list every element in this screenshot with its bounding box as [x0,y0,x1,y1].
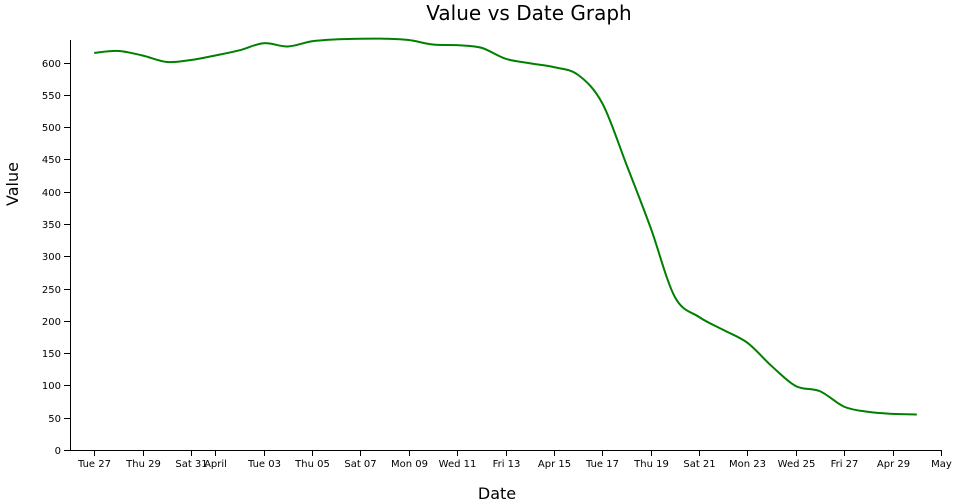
y-tick-label: 50 [48,414,61,425]
y-tick-label: 100 [42,381,61,392]
data-point [456,44,458,46]
data-point [867,411,869,413]
data-point [238,49,240,51]
x-axis-label: Date [478,484,516,500]
x-tick-label: Apr 29 [877,459,910,470]
data-point [166,61,168,63]
data-point [916,413,918,415]
data-point [674,296,676,298]
y-tick-label: 500 [42,123,61,134]
x-tick-label: Wed 11 [439,459,477,470]
data-point [190,59,192,61]
x-tick-label: Thu 05 [294,459,330,470]
data-point [287,45,289,47]
y-tick-label: 350 [42,220,61,231]
y-tick-label: 600 [42,59,61,70]
data-point [408,39,410,41]
x-tick-label: Thu 29 [125,459,161,470]
data-point [553,66,555,68]
x-tick-label: May [931,459,952,470]
y-tick-label: 300 [42,252,61,263]
y-axis: 0 50 100 150 200 250 300 350 400 450 500 550 600 [42,40,71,457]
data-point [577,74,579,76]
x-tick-label: Fri 13 [493,459,521,470]
data-point [891,413,893,415]
y-tick-label: 0 [55,446,61,457]
data-point [625,163,627,165]
data-point [311,40,313,42]
y-tick-label: 150 [42,349,61,360]
x-tick-label: Tue 03 [247,459,281,470]
x-tick-label: Tue 17 [585,459,619,470]
y-tick-label: 550 [42,91,61,102]
data-point [432,43,434,45]
x-tick-label: Sat 31 [175,459,207,470]
data-point [722,329,724,331]
data-point [601,102,603,104]
data-point [93,52,95,54]
x-tick-label: April [204,459,227,470]
chart-title: Value vs Date Graph [426,1,631,25]
data-point [335,38,337,40]
x-tick-label: Thu 19 [633,459,669,470]
x-tick-label: Apr 15 [538,459,571,470]
data-point [141,54,143,56]
x-tick-label: Fri 27 [831,459,859,470]
data-point [698,316,700,318]
y-tick-label: 450 [42,155,61,166]
data-point [819,390,821,392]
y-tick-label: 400 [42,188,61,199]
data-points [93,38,918,416]
data-point [746,342,748,344]
data-point [359,38,361,40]
data-point [770,365,772,367]
data-point [262,42,264,44]
data-point [504,58,506,60]
data-point [795,385,797,387]
data-point [528,62,530,64]
data-point [383,38,385,40]
data-point [649,227,651,229]
x-tick-label: Sat 07 [344,459,376,470]
y-tick-label: 250 [42,285,61,296]
x-tick-label: Sat 21 [683,459,715,470]
y-tick-label: 200 [42,317,61,328]
y-axis-label: Value [3,162,22,206]
x-tick-label: Tue 27 [77,459,111,470]
x-tick-label: Wed 25 [778,459,816,470]
data-point [117,50,119,52]
x-tick-label: Mon 23 [729,459,766,470]
series-line [94,37,917,416]
x-tick-label: Mon 09 [391,459,428,470]
data-point [214,54,216,56]
data-point [843,406,845,408]
data-point [480,47,482,49]
